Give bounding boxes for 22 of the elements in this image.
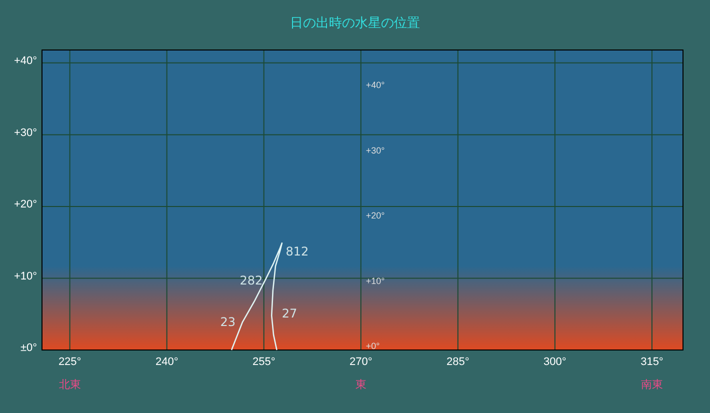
y-tick-label: +30° <box>14 126 37 139</box>
x-tick-label: 300° <box>544 356 566 368</box>
x-tick-label: 225° 北東 <box>58 356 82 391</box>
y2-tick-label: +10° <box>366 276 386 286</box>
annotation: 282 <box>240 273 263 288</box>
y-tick-label: +10° <box>14 270 37 282</box>
y2-tick-label: +40° <box>366 80 386 90</box>
annotation: 23 <box>220 315 236 330</box>
chart-title: 日の出時の水星の位置 <box>290 16 420 31</box>
annotation: 27 <box>282 306 298 320</box>
x-tick-label: 270° 東 <box>350 356 372 391</box>
x-tick-label: 285° <box>446 356 470 368</box>
y-tick-label: +20° <box>14 198 37 211</box>
y2-tick-label: +0° <box>366 341 380 352</box>
x-tick-label: 255° <box>252 356 276 368</box>
y-tick-label: ±0° <box>20 342 37 354</box>
annotation: 812 <box>286 244 309 259</box>
y2-tick-label: +30° <box>366 145 386 156</box>
y2-tick-label: +20° <box>366 210 386 221</box>
x-tick-label: 315° 南東 <box>640 356 664 391</box>
y-tick-label: +40° <box>14 55 37 68</box>
x-tick-label: 240° <box>155 356 178 368</box>
